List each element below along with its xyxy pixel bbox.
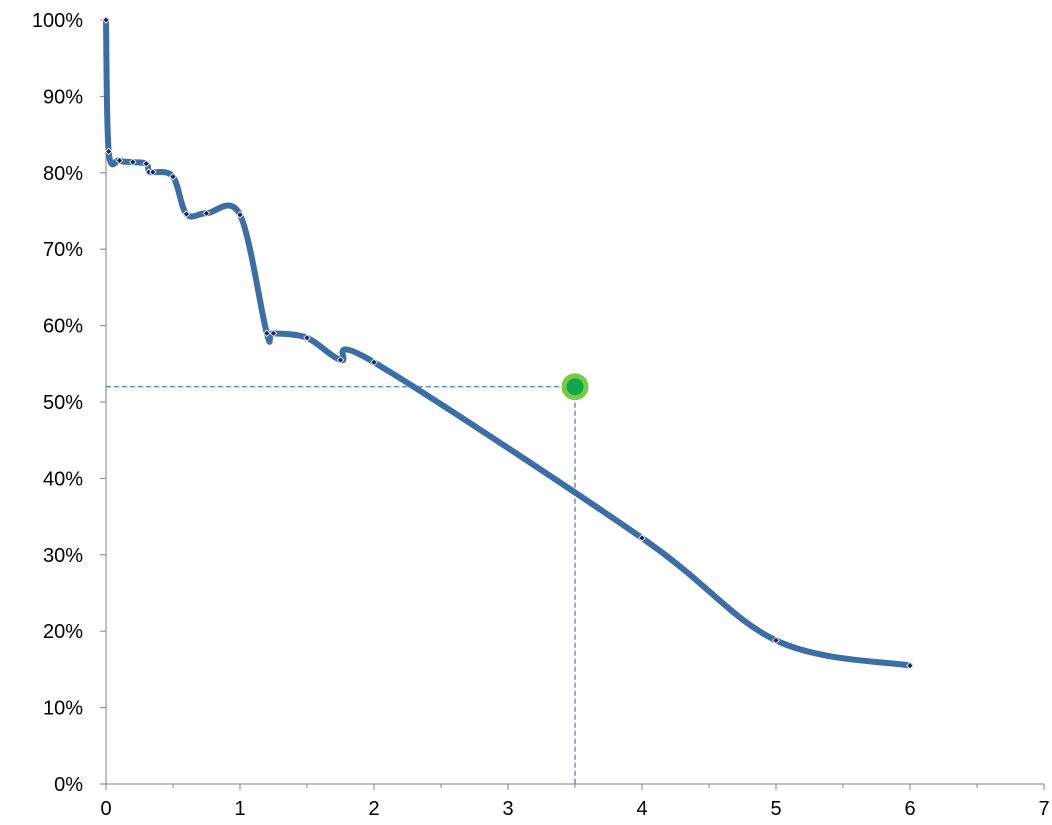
y-tick-label: 100% [32, 10, 83, 32]
y-tick-label: 50% [43, 392, 83, 414]
data-point-marker [336, 356, 345, 364]
data-point-marker [638, 534, 646, 542]
data-point-marker [263, 329, 271, 338]
y-tick-label: 40% [43, 468, 83, 490]
data-point-marker [115, 156, 124, 165]
y-tick-label: 80% [43, 163, 83, 185]
marker-layer [102, 16, 914, 670]
highlight-layer [561, 373, 589, 401]
data-point-marker [104, 147, 113, 156]
data-point-marker [142, 159, 150, 168]
y-tick-label: 20% [43, 621, 83, 643]
y-tick-label: 0% [54, 774, 83, 796]
data-point-marker [129, 158, 137, 166]
highlight-point [561, 373, 589, 401]
data-point-marker [169, 172, 177, 181]
y-tick-label: 70% [43, 239, 83, 261]
data-point-marker [269, 329, 278, 338]
x-tick-label: 0 [100, 798, 111, 820]
x-tick-label: 6 [904, 798, 915, 820]
axes: 0% 10% 20% 30% 40% 50% 60% 70% 80% 90% 100% 0 1 2 3 4 5 6… [32, 10, 1050, 820]
x-tick-label: 7 [1038, 798, 1049, 820]
data-point-marker [182, 210, 191, 218]
data-point-marker [772, 636, 780, 645]
data-point-marker [906, 661, 914, 670]
x-tick-label: 4 [636, 798, 647, 820]
x-tick-label: 1 [234, 798, 245, 820]
x-tick-label: 5 [770, 798, 781, 820]
x-tick-label: 3 [502, 798, 513, 820]
series-line [103, 17, 913, 669]
data-point-marker [149, 168, 157, 176]
y-tick-label: 10% [43, 698, 83, 720]
guide-lines [106, 386, 576, 784]
data-point-marker [202, 209, 211, 218]
x-tick-label: 2 [368, 798, 379, 820]
y-tick-label: 90% [43, 86, 83, 108]
y-tick-label: 30% [43, 545, 83, 567]
series-layer [103, 17, 913, 669]
data-point-marker [370, 358, 378, 367]
data-point-marker [303, 334, 311, 342]
data-point-marker [236, 211, 244, 219]
data-point-marker [102, 16, 110, 24]
y-tick-label: 60% [43, 316, 83, 338]
